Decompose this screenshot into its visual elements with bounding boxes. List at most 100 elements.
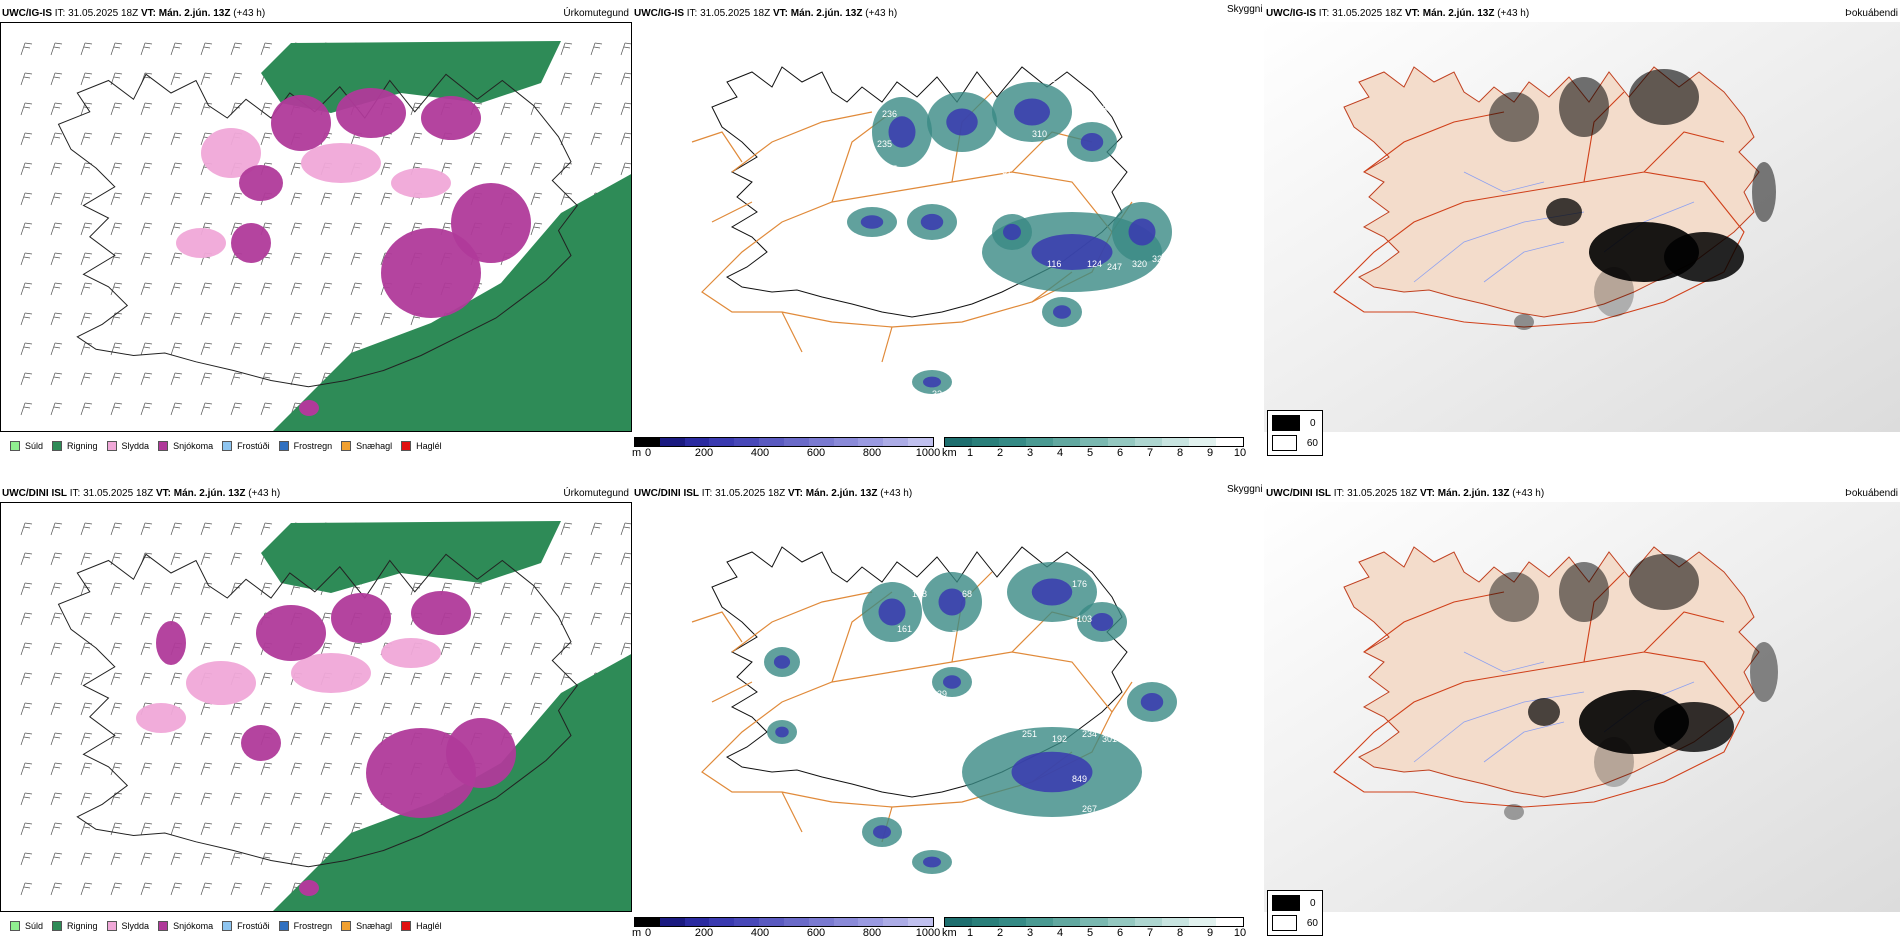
legend-swatch: [106, 921, 117, 931]
visibility-tick: 4: [1056, 447, 1064, 459]
valid-time: Mán. 2.jún. 13Z: [1437, 488, 1510, 499]
model-name: UWC/DINI ISL: [634, 488, 699, 499]
run-time: 31.05.2025 18Z: [83, 488, 154, 499]
legend-label: Rigning: [67, 441, 98, 451]
colorbar-step: [858, 918, 884, 926]
visibility-tick: 5: [1086, 927, 1094, 939]
visibility-value-label: 244: [1132, 729, 1147, 739]
legend-swatch: [341, 441, 352, 451]
legend-label: Frostúði: [237, 441, 270, 451]
legend-swatch: [341, 921, 352, 931]
visibility-tick: 1: [966, 447, 974, 459]
visibility-value-label: 37: [1002, 166, 1012, 176]
visibility-title: Skyggni: [1227, 4, 1263, 15]
valid-prefix: VT:: [1419, 488, 1435, 499]
elevation-tick: 0: [644, 927, 652, 939]
precip-type-title: Úrkomutegund: [563, 8, 629, 19]
lead-time: (+43 h): [880, 488, 913, 499]
elevation-unit: m: [632, 927, 642, 939]
colorbar-step: [1026, 918, 1054, 926]
fog-legend: 0 60: [1267, 890, 1323, 936]
panel-header: UWC/IG-IS IT: 31.05.2025 18Z VT: Mán. 2.…: [1266, 8, 1529, 20]
visibility-value-label: 320: [1132, 259, 1147, 269]
legend-label: Haglél: [416, 441, 442, 451]
valid-prefix: VT:: [772, 8, 788, 19]
colorbar-step: [1134, 438, 1162, 446]
colorbar-step: [945, 438, 973, 446]
visibility-value-label: 47: [942, 724, 952, 734]
run-time: 31.05.2025 18Z: [1347, 488, 1418, 499]
visibility-unit: km: [942, 447, 957, 459]
run-prefix: IT:: [1318, 8, 1330, 19]
fog-legend-row: 0: [1272, 415, 1318, 431]
legend-swatch: [401, 921, 412, 931]
legend-label: Súld: [25, 441, 44, 451]
colorbar-step: [1053, 438, 1081, 446]
elevation-unit: m: [632, 447, 642, 459]
colorbar-step: [709, 438, 735, 446]
legend-label: Slydda: [121, 921, 150, 931]
colorbar-step: [1188, 438, 1216, 446]
colorbar-step: [972, 918, 1000, 926]
colorbar-step: [1026, 438, 1054, 446]
model-name: UWC/IG-IS: [634, 8, 684, 19]
colorbar-step: [1053, 918, 1081, 926]
run-prefix: IT:: [54, 8, 66, 19]
colorbar-step: [999, 438, 1027, 446]
colorbar-step: [759, 918, 784, 926]
elevation-colorbar: [634, 917, 934, 927]
visibility-colorbar: [944, 437, 1244, 447]
visibility-value-label: 99: [1077, 99, 1087, 109]
valid-time: Mán. 2.jún. 13Z: [1422, 8, 1495, 19]
fog-indicator-panel: UWC/DINI ISL IT: 31.05.2025 18Z VT: Mán.…: [1264, 480, 1900, 930]
visibility-value-label: 301: [1102, 734, 1117, 744]
visibility-tick: 2: [996, 447, 1004, 459]
visibility-value-label: 236: [882, 109, 897, 119]
colorbar-step: [808, 438, 834, 446]
colorbar-step: [635, 438, 660, 446]
visibility-value-label: 161: [897, 624, 912, 634]
run-time: 31.05.2025 18Z: [1332, 8, 1403, 19]
run-time: 31.05.2025 18Z: [700, 8, 771, 19]
visibility-value-label: 235: [877, 139, 892, 149]
legend-label: Frostregn: [293, 921, 333, 931]
visibility-value-label: 87: [872, 259, 882, 269]
visibility-value-label: 130: [952, 264, 967, 274]
legend-swatch: [158, 441, 169, 451]
valid-time: Mán. 2.jún. 13Z: [805, 488, 878, 499]
legend-swatch: [278, 921, 289, 931]
fog-legend-swatch: [1272, 915, 1297, 931]
colorbar-step: [783, 918, 809, 926]
visibility-tick: 7: [1146, 927, 1154, 939]
colorbar-step: [659, 918, 685, 926]
visibility-value-label: 251: [1022, 729, 1037, 739]
visibility-value-label: 182: [1192, 694, 1207, 704]
visibility-value-label: 66: [910, 242, 920, 252]
colorbar-step: [1080, 438, 1108, 446]
fog-legend-label: 0: [1310, 417, 1316, 429]
colorbar-step: [1188, 918, 1216, 926]
valid-prefix: VT:: [787, 488, 803, 499]
colorbar-step: [1107, 918, 1135, 926]
valid-prefix: VT:: [155, 488, 171, 499]
valid-time: Mán. 2.jún. 13Z: [158, 8, 231, 19]
colorbar-step: [684, 438, 710, 446]
colorbar-step: [1161, 438, 1189, 446]
panel-header: UWC/IG-IS IT: 31.05.2025 18Z VT: Mán. 2.…: [634, 8, 897, 20]
visibility-value-label: 67: [887, 164, 897, 174]
valid-time: Mán. 2.jún. 13Z: [790, 8, 863, 19]
fog-legend-swatch: [1272, 435, 1297, 451]
fog-indicator-map: [1264, 22, 1900, 432]
legend-swatch: [106, 441, 117, 451]
visibility-tick: 1: [966, 927, 974, 939]
legend-label: Haglél: [416, 921, 442, 931]
panel-header: UWC/DINI ISL IT: 31.05.2025 18Z VT: Mán.…: [1266, 488, 1544, 500]
colorbar-step: [684, 918, 710, 926]
visibility-value-label: 267: [1082, 804, 1097, 814]
visibility-value-label: 227: [1192, 239, 1207, 249]
visibility-value-label: 247: [872, 734, 887, 744]
visibility-map: 188 68 161 176 103 78 339 182 353 251 192 234 301 244…: [632, 502, 1264, 912]
elevation-tick: 0: [644, 447, 652, 459]
visibility-value-label: 27: [932, 874, 942, 884]
legend-label: Slydda: [121, 441, 150, 451]
